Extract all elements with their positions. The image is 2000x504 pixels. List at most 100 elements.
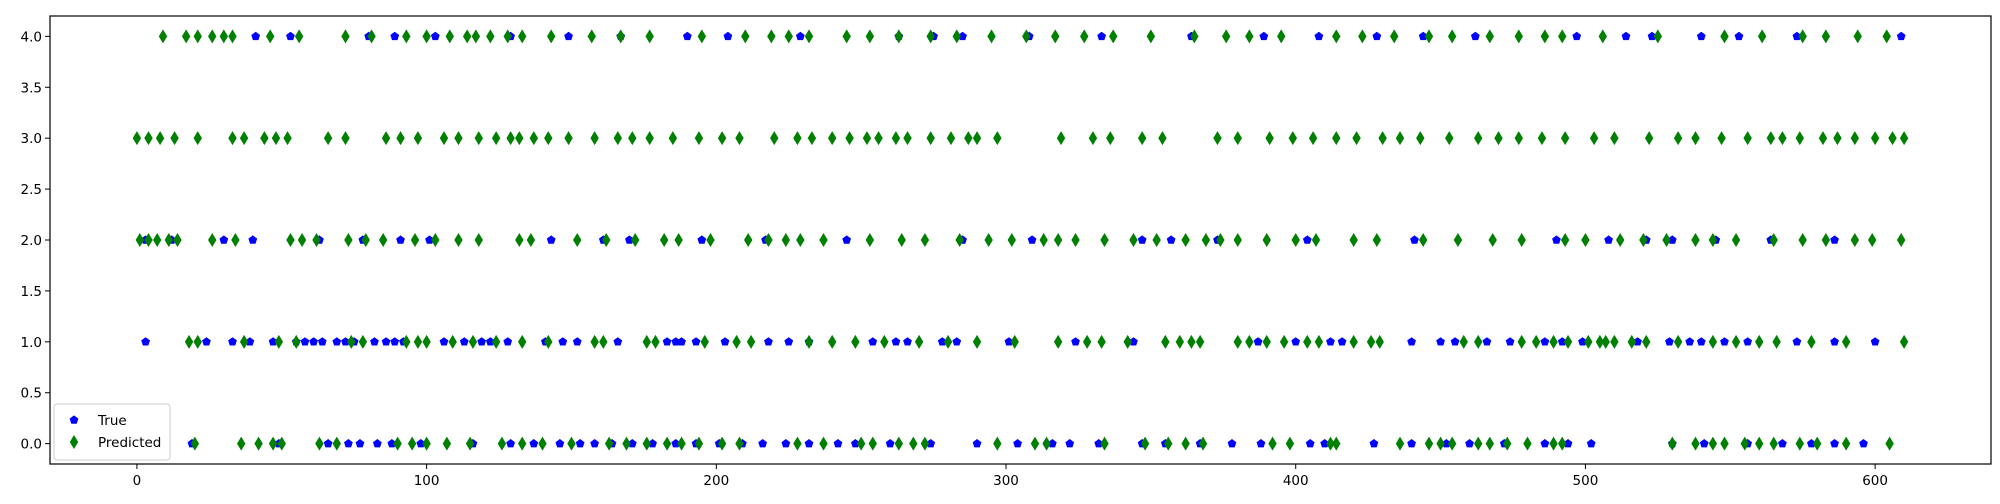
predicted-point [1485, 436, 1495, 451]
true-point [1830, 235, 1839, 244]
predicted-point [422, 29, 431, 44]
true-point [833, 439, 843, 448]
predicted-point [413, 131, 423, 146]
predicted-point [1453, 233, 1463, 247]
predicted-point [1245, 29, 1254, 44]
true-point [1696, 337, 1706, 346]
predicted-point [402, 29, 411, 44]
y-tick-label: 3.5 [21, 80, 42, 96]
true-point [202, 337, 211, 346]
predicted-point [1795, 436, 1804, 451]
predicted-point [454, 131, 463, 146]
true-point [891, 337, 901, 346]
true-point [1004, 337, 1014, 346]
predicted-point [845, 131, 854, 146]
predicted-point [1514, 29, 1523, 44]
true-point [1314, 31, 1324, 41]
predicted-point [347, 334, 356, 349]
predicted-point [1285, 436, 1295, 451]
predicted-point [526, 233, 536, 247]
predicted-point [706, 233, 715, 247]
predicted-point [1558, 29, 1567, 44]
true-point [1557, 337, 1567, 346]
true-point [1227, 439, 1237, 448]
predicted-point [984, 233, 993, 247]
predicted-point [1314, 334, 1324, 349]
predicted-point [486, 29, 495, 44]
predicted-point [659, 233, 669, 247]
predicted-point [1717, 131, 1726, 146]
predicted-point [1581, 233, 1590, 247]
predicted-point [442, 436, 452, 451]
true-point [300, 337, 310, 346]
predicted-point [332, 436, 342, 451]
true-point [268, 337, 278, 346]
predicted-point [804, 29, 814, 44]
true-point [323, 439, 333, 448]
true-point [309, 337, 318, 346]
predicted-point [1216, 233, 1225, 247]
predicted-point [1673, 334, 1683, 349]
predicted-point [1708, 334, 1718, 349]
y-tick-label: 4.0 [21, 29, 42, 45]
predicted-point [1190, 29, 1199, 44]
predicted-point [1798, 233, 1807, 247]
true-point [1482, 337, 1492, 346]
true-point [851, 439, 860, 448]
predicted-point [1885, 436, 1894, 451]
true-point [1302, 235, 1312, 244]
predicted-point [865, 29, 875, 44]
predicted-point [228, 131, 237, 146]
predicted-point [909, 436, 918, 451]
predicted-point [503, 29, 512, 44]
true-point [332, 337, 342, 346]
true-point [219, 235, 229, 244]
predicted-point [544, 334, 553, 349]
predicted-point [260, 131, 269, 146]
true-point [1896, 31, 1906, 41]
true-point [1047, 439, 1057, 448]
predicted-point [474, 131, 483, 146]
predicted-point [1708, 233, 1718, 247]
predicted-point [1778, 131, 1787, 146]
predicted-point [144, 131, 153, 146]
predicted-point [668, 131, 678, 146]
predicted-point [1795, 131, 1804, 146]
predicted-point [862, 131, 872, 146]
predicted-point [190, 436, 200, 451]
predicted-point [868, 436, 877, 451]
predicted-point [993, 436, 1002, 451]
true-point [1450, 337, 1460, 346]
predicted-point [1326, 436, 1335, 451]
predicted-point [341, 29, 350, 44]
predicted-point [297, 233, 307, 247]
predicted-point [1424, 436, 1434, 451]
true-point [926, 439, 936, 448]
predicted-point [781, 233, 791, 247]
true-point [1337, 337, 1347, 346]
true-point [1259, 31, 1269, 41]
true-point [1166, 235, 1176, 244]
predicted-point [851, 334, 860, 349]
predicted-point [518, 334, 527, 349]
predicted-point [1812, 436, 1822, 451]
predicted-point [1349, 334, 1358, 349]
true-point [1720, 337, 1729, 346]
true-point [1094, 439, 1104, 448]
predicted-point [1181, 436, 1190, 451]
predicted-point [1899, 334, 1909, 349]
predicted-point [1488, 233, 1497, 247]
x-tick-label: 600 [1862, 473, 1888, 489]
predicted-point [1485, 29, 1495, 44]
y-tick-label: 1.0 [21, 335, 42, 351]
true-point [1470, 31, 1480, 41]
predicted-point [842, 29, 851, 44]
predicted-point [793, 436, 802, 451]
predicted-point [642, 436, 651, 451]
predicted-point [662, 436, 672, 451]
true-point [390, 337, 400, 346]
predicted-point [1109, 29, 1118, 44]
true-point [903, 337, 912, 346]
predicted-point [1610, 334, 1619, 349]
predicted-point [972, 334, 982, 349]
